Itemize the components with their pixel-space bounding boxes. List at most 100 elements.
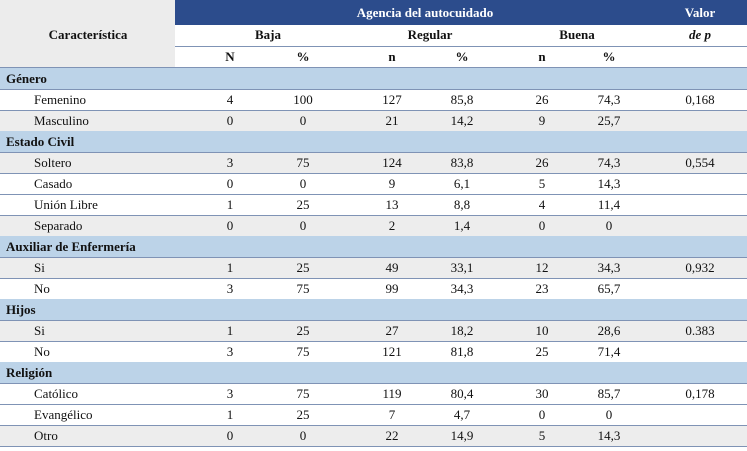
cell: 0	[299, 113, 307, 128]
row-label: Masculino	[34, 113, 89, 128]
cell: 14,3	[597, 176, 621, 191]
level-header: Regular	[407, 27, 453, 42]
cell: 5	[538, 176, 546, 191]
cell: 0	[226, 428, 234, 443]
cell: 12	[535, 260, 549, 275]
level-header: Baja	[255, 27, 281, 42]
section-title: Religión	[6, 365, 53, 380]
row-band	[0, 89, 747, 110]
subcolumn-header: %	[296, 49, 310, 64]
cell: 65,7	[597, 281, 621, 296]
cell: 85,7	[597, 386, 621, 401]
rule	[0, 173, 747, 174]
cell: 71,4	[597, 344, 621, 359]
section-band	[0, 299, 747, 320]
cell: 75	[296, 281, 310, 296]
rule	[0, 320, 747, 321]
cell: 0,932	[685, 260, 715, 275]
subcolumn-header: %	[602, 49, 616, 64]
rule	[0, 341, 747, 342]
cell: 25	[296, 323, 310, 338]
header-group: Agencia del autocuidado	[356, 5, 494, 20]
cell: 0,554	[685, 155, 715, 170]
cell: 25	[296, 407, 310, 422]
rule	[0, 89, 747, 90]
cell: 6,1	[453, 176, 471, 191]
subcolumn-header: %	[455, 49, 469, 64]
section-title: Género	[6, 71, 47, 86]
row-band	[0, 152, 747, 173]
row-label: No	[34, 281, 50, 296]
cell: 100	[293, 92, 313, 107]
cell: 2	[388, 218, 396, 233]
row-label: Si	[34, 323, 45, 338]
row-label: Casado	[34, 176, 73, 191]
section-title: Hijos	[6, 302, 36, 317]
row-label: Otro	[34, 428, 58, 443]
row-band	[0, 173, 747, 194]
cell: 8,8	[453, 197, 471, 212]
row-label: Separado	[34, 218, 83, 233]
cell: 0	[226, 113, 234, 128]
cell: 33,1	[450, 260, 474, 275]
rule	[0, 194, 747, 195]
cell: 4,7	[453, 407, 471, 422]
cell: 3	[226, 281, 234, 296]
rule	[0, 67, 747, 68]
cell: 26	[535, 92, 549, 107]
cell: 49	[385, 260, 399, 275]
cell: 0,178	[685, 386, 715, 401]
cell: 75	[296, 155, 310, 170]
section-band	[0, 236, 747, 257]
cell: 3	[226, 344, 234, 359]
cell: 119	[382, 386, 402, 401]
cell: 11,4	[597, 197, 621, 212]
cell: 14,2	[450, 113, 474, 128]
cell: 75	[296, 344, 310, 359]
cell: 26	[535, 155, 549, 170]
row-band	[0, 404, 747, 425]
cell: 1	[226, 407, 234, 422]
row-band	[0, 215, 747, 236]
section-title: Auxiliar de Enfermería	[6, 239, 136, 254]
cell: 13	[385, 197, 399, 212]
cell: 23	[535, 281, 549, 296]
cell: 3	[226, 386, 234, 401]
cell: 30	[535, 386, 549, 401]
section-title: Estado Civil	[6, 134, 75, 149]
cell: 21	[385, 113, 399, 128]
row-label: Unión Libre	[34, 197, 98, 212]
row-band	[0, 425, 747, 446]
cell: 0	[299, 428, 307, 443]
cell: 22	[385, 428, 399, 443]
cell: 1,4	[453, 218, 471, 233]
rule	[0, 383, 747, 384]
rule	[0, 278, 747, 279]
cell: 4	[538, 197, 546, 212]
row-band	[0, 320, 747, 341]
cell: 25,7	[597, 113, 621, 128]
cell: 0	[299, 218, 307, 233]
rule	[0, 404, 747, 405]
cell: 10	[535, 323, 549, 338]
row-label: Evangélico	[34, 407, 93, 422]
row-band	[0, 383, 747, 404]
cell: 80,4	[450, 386, 474, 401]
cell: 3	[226, 155, 234, 170]
cell: 9	[388, 176, 396, 191]
cell: 25	[535, 344, 549, 359]
cell: 121	[382, 344, 402, 359]
cell: 28,6	[597, 323, 621, 338]
cell: 18,2	[450, 323, 474, 338]
subcolumn-header: n	[538, 49, 546, 64]
section-band	[0, 131, 747, 152]
section-band	[0, 362, 747, 383]
rule	[0, 152, 747, 153]
header-p: Valor	[684, 5, 716, 20]
cell: 0,168	[685, 92, 715, 107]
row-band	[0, 257, 747, 278]
cell: 83,8	[450, 155, 474, 170]
cell: 0	[299, 176, 307, 191]
cell: 14,9	[450, 428, 474, 443]
